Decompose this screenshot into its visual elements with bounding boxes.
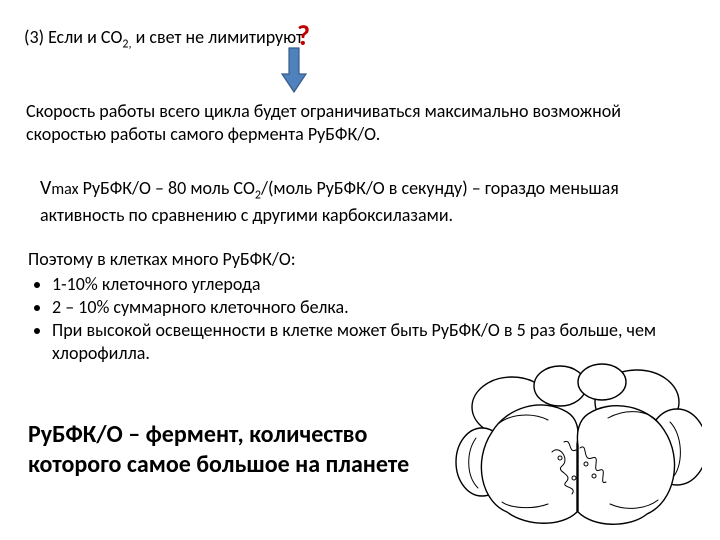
list-item: 2 – 10% суммарного клеточного белка.: [52, 296, 693, 319]
list-item: 1-10% клеточного углерода: [52, 273, 693, 296]
heading-line: (3) Если и СО2, и свет не лимитируют?: [24, 16, 316, 52]
block-abundance: Поэтому в клетках много РуБФК/О: 1-10% к…: [28, 248, 693, 365]
paragraph-vmax: Vmax РуБФК/О – 80 моль СО2/(моль РуБФК/О…: [40, 176, 685, 226]
statement-most-abundant: РуБФК/О – фермент, количество которого с…: [28, 420, 428, 480]
down-arrow-icon: [280, 46, 308, 99]
block-abundance-intro: Поэтому в клетках много РуБФК/О:: [28, 248, 693, 271]
paragraph-speed-limit: Скорость работы всего цикла будет ограни…: [26, 100, 691, 145]
rubisco-illustration: [452, 352, 702, 532]
vmax-sub: max: [51, 180, 78, 199]
heading-prefix: (3) Если и СО: [24, 26, 122, 48]
vmax-body1: РуБФК/О – 80 моль СО: [79, 177, 255, 199]
heading-co2-sub: 2,: [122, 38, 131, 52]
vmax-symbol: V: [40, 176, 51, 200]
heading-suffix: и свет не лимитируют: [132, 26, 304, 48]
arrow-path: [282, 48, 306, 92]
